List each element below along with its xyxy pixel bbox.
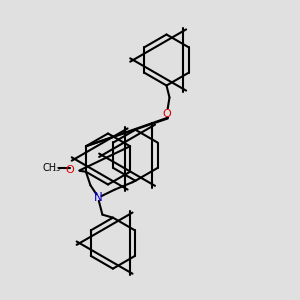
Text: O: O xyxy=(163,109,172,119)
Text: CH₃: CH₃ xyxy=(42,163,61,173)
Text: methoxy: methoxy xyxy=(53,169,59,171)
Text: O: O xyxy=(65,165,74,175)
Text: N: N xyxy=(94,191,102,204)
